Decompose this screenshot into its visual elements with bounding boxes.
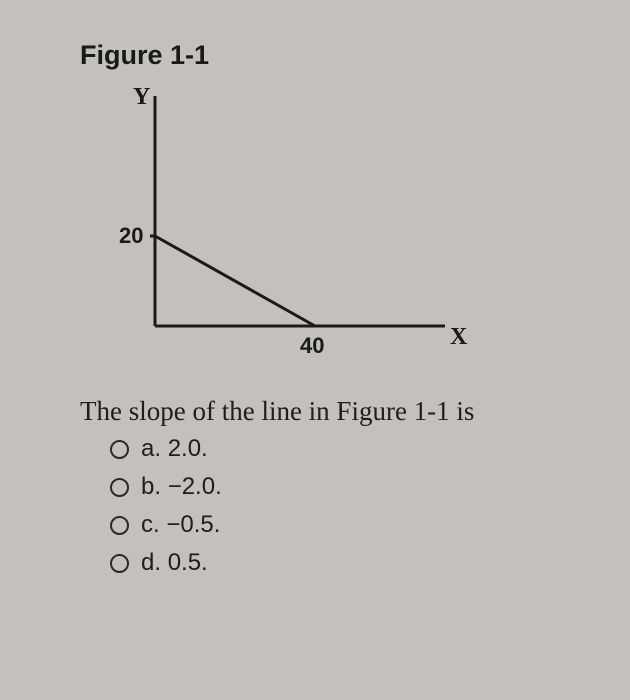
radio-icon[interactable] <box>110 478 129 497</box>
option-label: c. −0.5. <box>141 511 220 539</box>
option-d[interactable]: d. 0.5. <box>110 549 580 577</box>
option-b[interactable]: b. −2.0. <box>110 473 580 501</box>
chart-container: Y X 20 40 <box>95 86 495 366</box>
option-label: b. −2.0. <box>141 473 222 501</box>
option-a[interactable]: a. 2.0. <box>110 435 580 463</box>
radio-icon[interactable] <box>110 554 129 573</box>
y-tick-label: 20 <box>119 223 143 249</box>
x-axis-label: X <box>450 324 467 351</box>
radio-icon[interactable] <box>110 440 129 459</box>
option-label: d. 0.5. <box>141 549 208 577</box>
options-list: a. 2.0. b. −2.0. c. −0.5. d. 0.5. <box>110 435 580 577</box>
question-text: The slope of the line in Figure 1-1 is <box>80 396 580 427</box>
x-tick-label: 40 <box>300 333 324 359</box>
y-axis-label: Y <box>133 84 150 111</box>
figure-title: Figure 1-1 <box>80 40 580 71</box>
radio-icon[interactable] <box>110 516 129 535</box>
slope-line <box>155 236 315 326</box>
chart-svg <box>95 86 495 366</box>
option-c[interactable]: c. −0.5. <box>110 511 580 539</box>
option-label: a. 2.0. <box>141 435 208 463</box>
